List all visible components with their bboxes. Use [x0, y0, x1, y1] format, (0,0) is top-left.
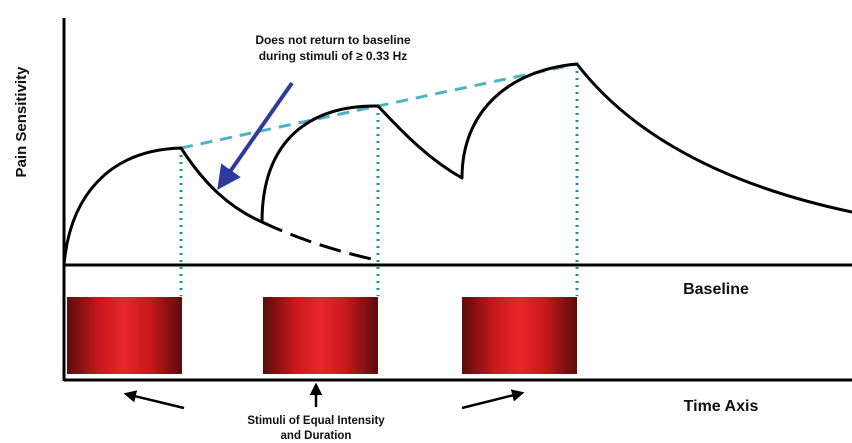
annotation-arrow — [217, 81, 294, 190]
stimulus-pointer-left — [123, 390, 185, 410]
baseline-label: Baseline — [683, 281, 749, 298]
annotation-text-line1: Does not return to baseline — [255, 33, 411, 47]
stimulus-block-1 — [67, 297, 182, 374]
stimulus-block-2 — [263, 297, 378, 374]
pain-sensitivity-curve — [62, 62, 852, 266]
hypothetical-decay-dashed — [261, 220, 377, 262]
stimuli-label-line2: and Duration — [281, 430, 352, 442]
time-axis-label: Time Axis — [684, 398, 759, 415]
stimulus-block-3 — [462, 297, 577, 374]
y-axis-label: Pain Sensitivity — [13, 66, 30, 178]
annotation-text-line2: during stimuli of ≥ 0.33 Hz — [259, 49, 408, 63]
stimulus-pointer-right — [461, 389, 525, 410]
stimuli-label-line1: Stimuli of Equal Intensity — [247, 415, 385, 427]
